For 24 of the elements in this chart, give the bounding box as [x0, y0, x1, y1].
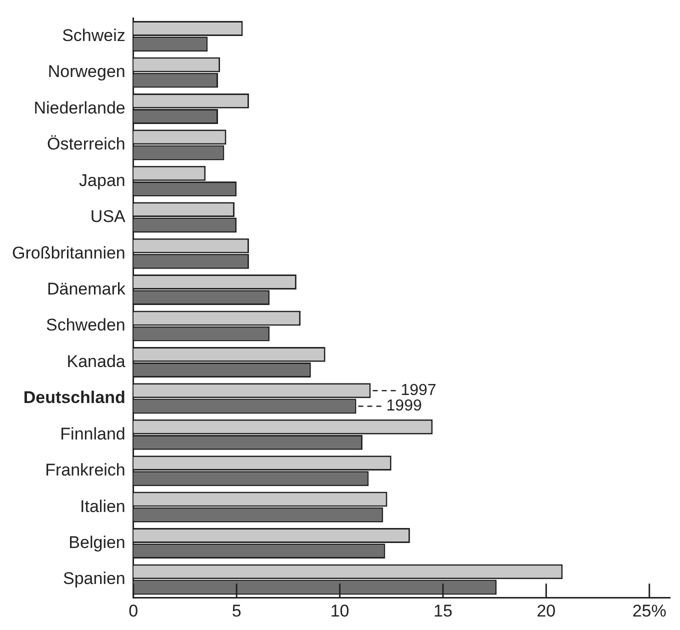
- y-tick-label: Finnland: [60, 424, 126, 444]
- y-tick-label: Deutschland: [23, 388, 126, 408]
- x-tick-label: 15: [434, 601, 452, 620]
- x-tick-label: 25%: [632, 601, 666, 620]
- y-tick-label: Dänemark: [46, 279, 126, 298]
- y-tick-label: Österreich: [46, 134, 126, 154]
- y-tick-label: Belgien: [68, 532, 126, 552]
- x-tick-label: 10: [330, 601, 350, 620]
- y-tick-label: Großbritannien: [12, 243, 126, 262]
- y-tick-label: Japan: [79, 170, 126, 190]
- annotation: 1999: [386, 398, 422, 415]
- annotation: 1997: [400, 382, 436, 400]
- y-tick-label: USA: [90, 207, 126, 226]
- y-tick-label: Spanien: [63, 569, 126, 588]
- y-tick-label: Schweden: [46, 316, 126, 335]
- y-tick-label: Frankreich: [45, 460, 126, 480]
- y-tick-label: Norwegen: [48, 62, 126, 82]
- y-tick-label: Kanada: [66, 352, 126, 371]
- x-tick-label: 20: [536, 601, 556, 620]
- y-tick-label: Schweiz: [62, 26, 126, 45]
- x-tick-label: 5: [232, 601, 242, 620]
- x-tick-label: 0: [128, 601, 138, 620]
- y-tick-label: Italien: [80, 496, 126, 516]
- y-tick-label: Niederlande: [34, 98, 126, 118]
